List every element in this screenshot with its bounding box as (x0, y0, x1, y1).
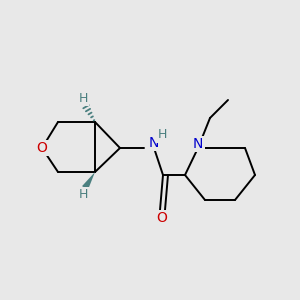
Text: H: H (157, 128, 167, 142)
Text: O: O (157, 211, 167, 225)
Text: N: N (149, 136, 159, 150)
Text: H: H (78, 92, 88, 104)
Polygon shape (82, 172, 95, 190)
Text: N: N (193, 137, 203, 151)
Text: H: H (78, 188, 88, 202)
Text: O: O (37, 141, 47, 155)
